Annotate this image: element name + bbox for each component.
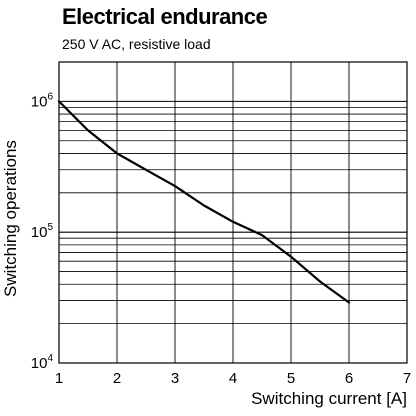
- x-axis-label: Switching current [A]: [251, 389, 407, 408]
- series-layer: [57, 100, 351, 304]
- x-tick-label: 5: [287, 370, 295, 387]
- y-axis-label: Switching operations: [1, 140, 20, 297]
- chart-title: Electrical endurance: [62, 4, 268, 29]
- x-tick-label: 1: [55, 370, 63, 387]
- x-tick-label: 3: [171, 370, 179, 387]
- x-tick-label: 2: [113, 370, 121, 387]
- tick-labels: 1 2 3 4 5 6 7 104 105 106: [31, 91, 411, 387]
- grid: [59, 62, 407, 363]
- series-line: [57, 100, 351, 304]
- x-tick-label: 4: [229, 370, 237, 387]
- plot-frame: [58, 61, 408, 364]
- y-tick-label: 106: [31, 91, 54, 110]
- x-tick-label: 6: [345, 370, 353, 387]
- x-tick-label: 7: [403, 370, 411, 387]
- chart-subtitle: 250 V AC, resistive load: [62, 36, 211, 52]
- y-tick-label: 104: [31, 353, 54, 372]
- y-tick-label: 105: [31, 222, 54, 241]
